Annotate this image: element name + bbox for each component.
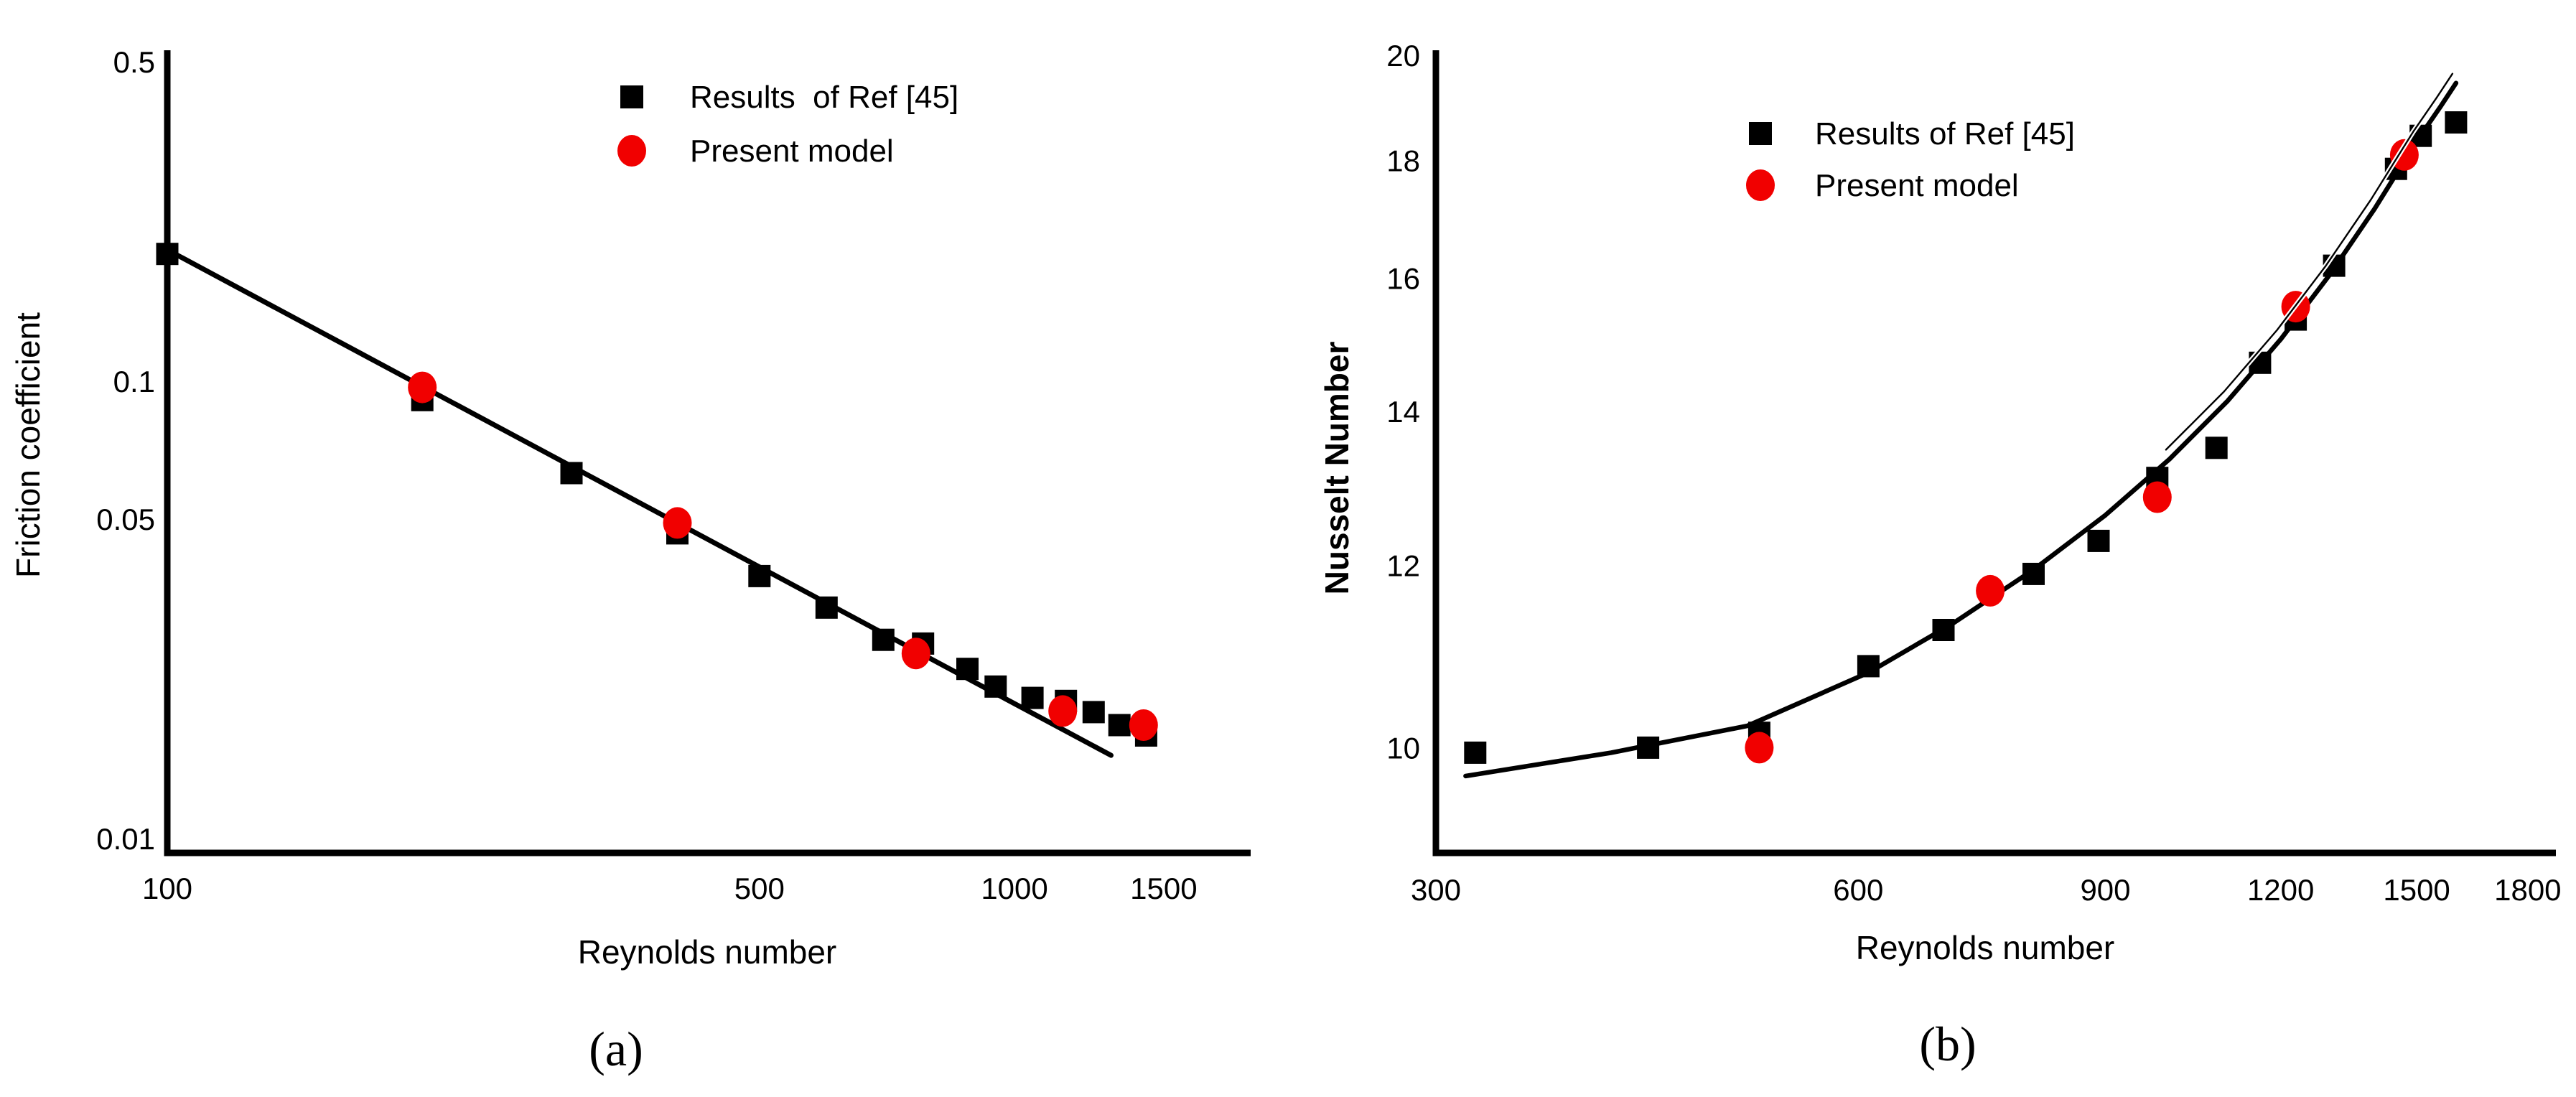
data-point-circle <box>2142 481 2172 513</box>
data-point-square <box>1108 714 1131 737</box>
x-tick-label: 1500 <box>1130 872 1197 905</box>
y-tick-label: 0.05 <box>96 503 155 536</box>
plot-a-legend: Results of Ref [45] Present model <box>617 80 958 169</box>
data-point-square <box>956 658 979 681</box>
data-point-square <box>872 628 895 651</box>
plot-b-y-axis-title: Nusselt Number <box>1318 342 1355 595</box>
plot-b-axes <box>1432 50 2556 856</box>
legend-square-swatch <box>1749 122 1772 145</box>
y-tick-label: 14 <box>1386 395 1420 429</box>
x-tick-label: 1000 <box>981 872 1047 905</box>
data-point-square <box>560 462 583 485</box>
data-point-square <box>156 243 179 266</box>
data-point-circle <box>1745 732 1774 764</box>
x-tick-label: 300 <box>1411 873 1461 907</box>
plot-b-caption: (b) <box>1919 1017 1976 1071</box>
data-point-square <box>984 675 1007 698</box>
data-point-square <box>1932 619 1955 641</box>
legend-circle-swatch <box>1746 169 1775 201</box>
plot-b-x-axis-title: Reynolds number <box>1856 929 2115 966</box>
y-tick-label: 0.1 <box>113 365 155 398</box>
plot-b-tick-labels: 300 600 900 1200 1500 1800 10 12 14 16 18 20 <box>1386 39 2561 907</box>
plot-a-tick-labels: 100 500 1000 1500 0.5 0.1 0.05 0.01 <box>96 45 1197 905</box>
data-point-square <box>1082 701 1105 724</box>
trend-line <box>164 247 1114 758</box>
legend-circle-swatch <box>617 135 646 167</box>
x-tick-label: 100 <box>142 872 192 905</box>
data-point-square <box>1857 655 1880 678</box>
x-tick-label: 600 <box>1833 873 1883 907</box>
y-tick-label: 10 <box>1386 731 1420 765</box>
plot-b-markers <box>1464 111 2468 764</box>
plot-a-y-axis-title: Friction coefficient <box>9 312 47 578</box>
plot-b-legend: Results of Ref [45] Present model <box>1746 116 2075 203</box>
x-tick-label: 900 <box>2080 873 2130 907</box>
data-point-square <box>2205 437 2228 459</box>
plot-a-caption: (a) <box>589 1022 643 1076</box>
plot-a-trend-line <box>164 247 1114 758</box>
data-point-square <box>2249 351 2272 374</box>
legend-square-swatch <box>620 85 643 108</box>
y-tick-label: 12 <box>1386 549 1420 583</box>
data-point-square <box>748 564 771 587</box>
plot-b: 300 600 900 1200 1500 1800 10 12 14 16 18 20 Nussel… <box>1318 39 2562 1071</box>
plot-a-x-axis-title: Reynolds number <box>578 933 837 971</box>
y-tick-label: 0.5 <box>113 45 155 79</box>
y-tick-label: 16 <box>1386 261 1420 295</box>
y-tick-label: 20 <box>1386 39 1420 73</box>
x-tick-label: 500 <box>734 872 785 905</box>
legend-label-model: Present model <box>690 134 894 169</box>
data-point-square <box>2087 529 2110 552</box>
data-point-circle <box>2389 139 2419 171</box>
legend-label-ref: Results of Ref [45] <box>690 80 958 115</box>
legend-label-ref: Results of Ref [45] <box>1815 116 2075 151</box>
data-point-circle <box>408 371 437 403</box>
y-tick-label: 18 <box>1386 144 1420 178</box>
thin-line <box>2165 73 2454 451</box>
data-point-circle <box>1048 695 1078 727</box>
axis-lines <box>1432 50 2556 856</box>
legend-label-model: Present model <box>1815 168 2019 203</box>
x-tick-label: 1500 <box>2383 873 2450 907</box>
plot-a: 100 500 1000 1500 0.5 0.1 0.05 0.01 Friction co… <box>9 45 1251 1076</box>
data-point-square <box>2445 111 2468 134</box>
plot-a-axes <box>164 50 1251 856</box>
y-tick-label: 0.01 <box>96 822 155 856</box>
data-point-circle <box>1976 574 2005 607</box>
data-point-square <box>2022 562 2045 585</box>
data-point-circle <box>663 507 692 539</box>
x-tick-label: 1800 <box>2494 873 2561 907</box>
plot-b-thin-overlay-line <box>2163 71 2455 452</box>
thin-line-white-casing <box>2163 71 2455 452</box>
data-point-circle <box>901 638 930 670</box>
plot-a-markers <box>156 243 1158 747</box>
axis-lines <box>164 50 1251 856</box>
data-point-circle <box>1129 709 1158 741</box>
data-point-square <box>815 596 838 619</box>
x-tick-label: 1200 <box>2247 873 2314 907</box>
data-point-square <box>1637 736 1660 759</box>
data-point-square <box>1021 686 1044 709</box>
data-point-square <box>1464 741 1487 764</box>
